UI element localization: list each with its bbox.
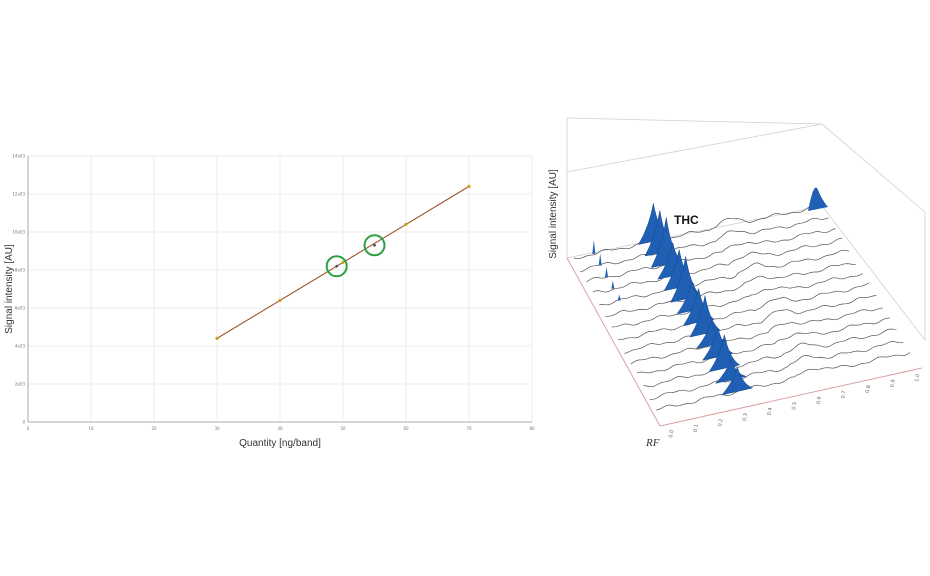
rf-axis-title: RF xyxy=(645,437,660,449)
frame-top xyxy=(566,123,823,173)
frame-back xyxy=(566,117,926,213)
x-tick-label: 40 xyxy=(277,426,283,431)
y-tick-label: 2e03 xyxy=(15,382,26,387)
densitogram-track xyxy=(649,341,904,400)
x-axis-title: Quantity [ng/band] xyxy=(239,438,321,449)
calibration-point xyxy=(215,336,219,340)
densitogram-track xyxy=(573,204,823,260)
origin-peak xyxy=(611,280,615,289)
densitogram-track xyxy=(611,273,863,328)
y-axis-title: Signal intensity [AU] xyxy=(4,244,15,334)
y-tick-label: 12e03 xyxy=(12,192,25,197)
x-tick-label: 80 xyxy=(529,426,535,431)
densitogram-track xyxy=(618,282,870,341)
x-tick-label: 30 xyxy=(214,426,220,431)
densitogram-track xyxy=(599,249,850,306)
y-tick-label: 0 xyxy=(22,420,25,425)
x-tick-label: 0 xyxy=(27,426,30,431)
densitogram-track xyxy=(592,237,843,293)
rf-tick-label: 0.8 xyxy=(865,385,872,394)
rf-tick-label: 0.1 xyxy=(693,424,700,433)
thc-peak xyxy=(721,366,754,396)
origin-peak xyxy=(605,267,609,278)
x-tick-label: 20 xyxy=(151,426,157,431)
x-tick-label: 70 xyxy=(466,426,472,431)
calibration-point xyxy=(404,222,408,226)
solvent-front-peak xyxy=(808,187,828,211)
rf-tick-label: 0.2 xyxy=(717,418,724,427)
rf-tick-label: 0.7 xyxy=(840,390,847,399)
densitogram-track xyxy=(624,295,877,354)
rf-tick-label: 0.0 xyxy=(668,429,675,438)
rf-tick-label: 1.0 xyxy=(914,373,921,382)
calibration-point xyxy=(467,184,471,188)
x-tick-label: 60 xyxy=(403,426,409,431)
densitogram-track xyxy=(643,328,897,388)
floor-edge-front xyxy=(659,367,923,427)
sample-point xyxy=(373,243,376,247)
sample-marker xyxy=(325,255,348,278)
rf-tick-label: 0.4 xyxy=(766,407,773,416)
sample-marker xyxy=(363,234,386,257)
floor-edge-left xyxy=(566,257,661,427)
y-tick-label: 14e03 xyxy=(12,154,25,159)
y-tick-label: 6e03 xyxy=(15,306,26,311)
densitogram-track xyxy=(655,352,911,411)
densitogram-track xyxy=(605,263,856,318)
y-axis-title: Signal intensity [AU] xyxy=(548,169,559,259)
densitogram-track xyxy=(636,317,890,374)
densitogram-track xyxy=(630,307,883,365)
rf-tick-label: 0.3 xyxy=(742,413,749,422)
calibration-point xyxy=(341,260,345,264)
densitogram-track xyxy=(586,227,836,283)
origin-peak xyxy=(592,239,596,254)
sample-point xyxy=(335,264,339,268)
densitogram-track xyxy=(580,217,829,273)
rf-tick-label: 0.6 xyxy=(816,396,823,405)
x-tick-label: 50 xyxy=(340,426,346,431)
frame-side xyxy=(821,205,926,342)
x-tick-label: 10 xyxy=(88,426,94,431)
y-tick-label: 10e03 xyxy=(12,230,25,235)
y-tick-label: 4e03 xyxy=(15,344,26,349)
origin-peak xyxy=(598,253,602,266)
rf-tick-label: 0.5 xyxy=(791,401,798,410)
rf-tick-label: 0.9 xyxy=(889,379,896,388)
thc-annotation: THC xyxy=(674,213,699,227)
calibration-point xyxy=(278,298,282,302)
origin-peak xyxy=(617,294,621,301)
y-tick-label: 8e03 xyxy=(15,268,26,273)
